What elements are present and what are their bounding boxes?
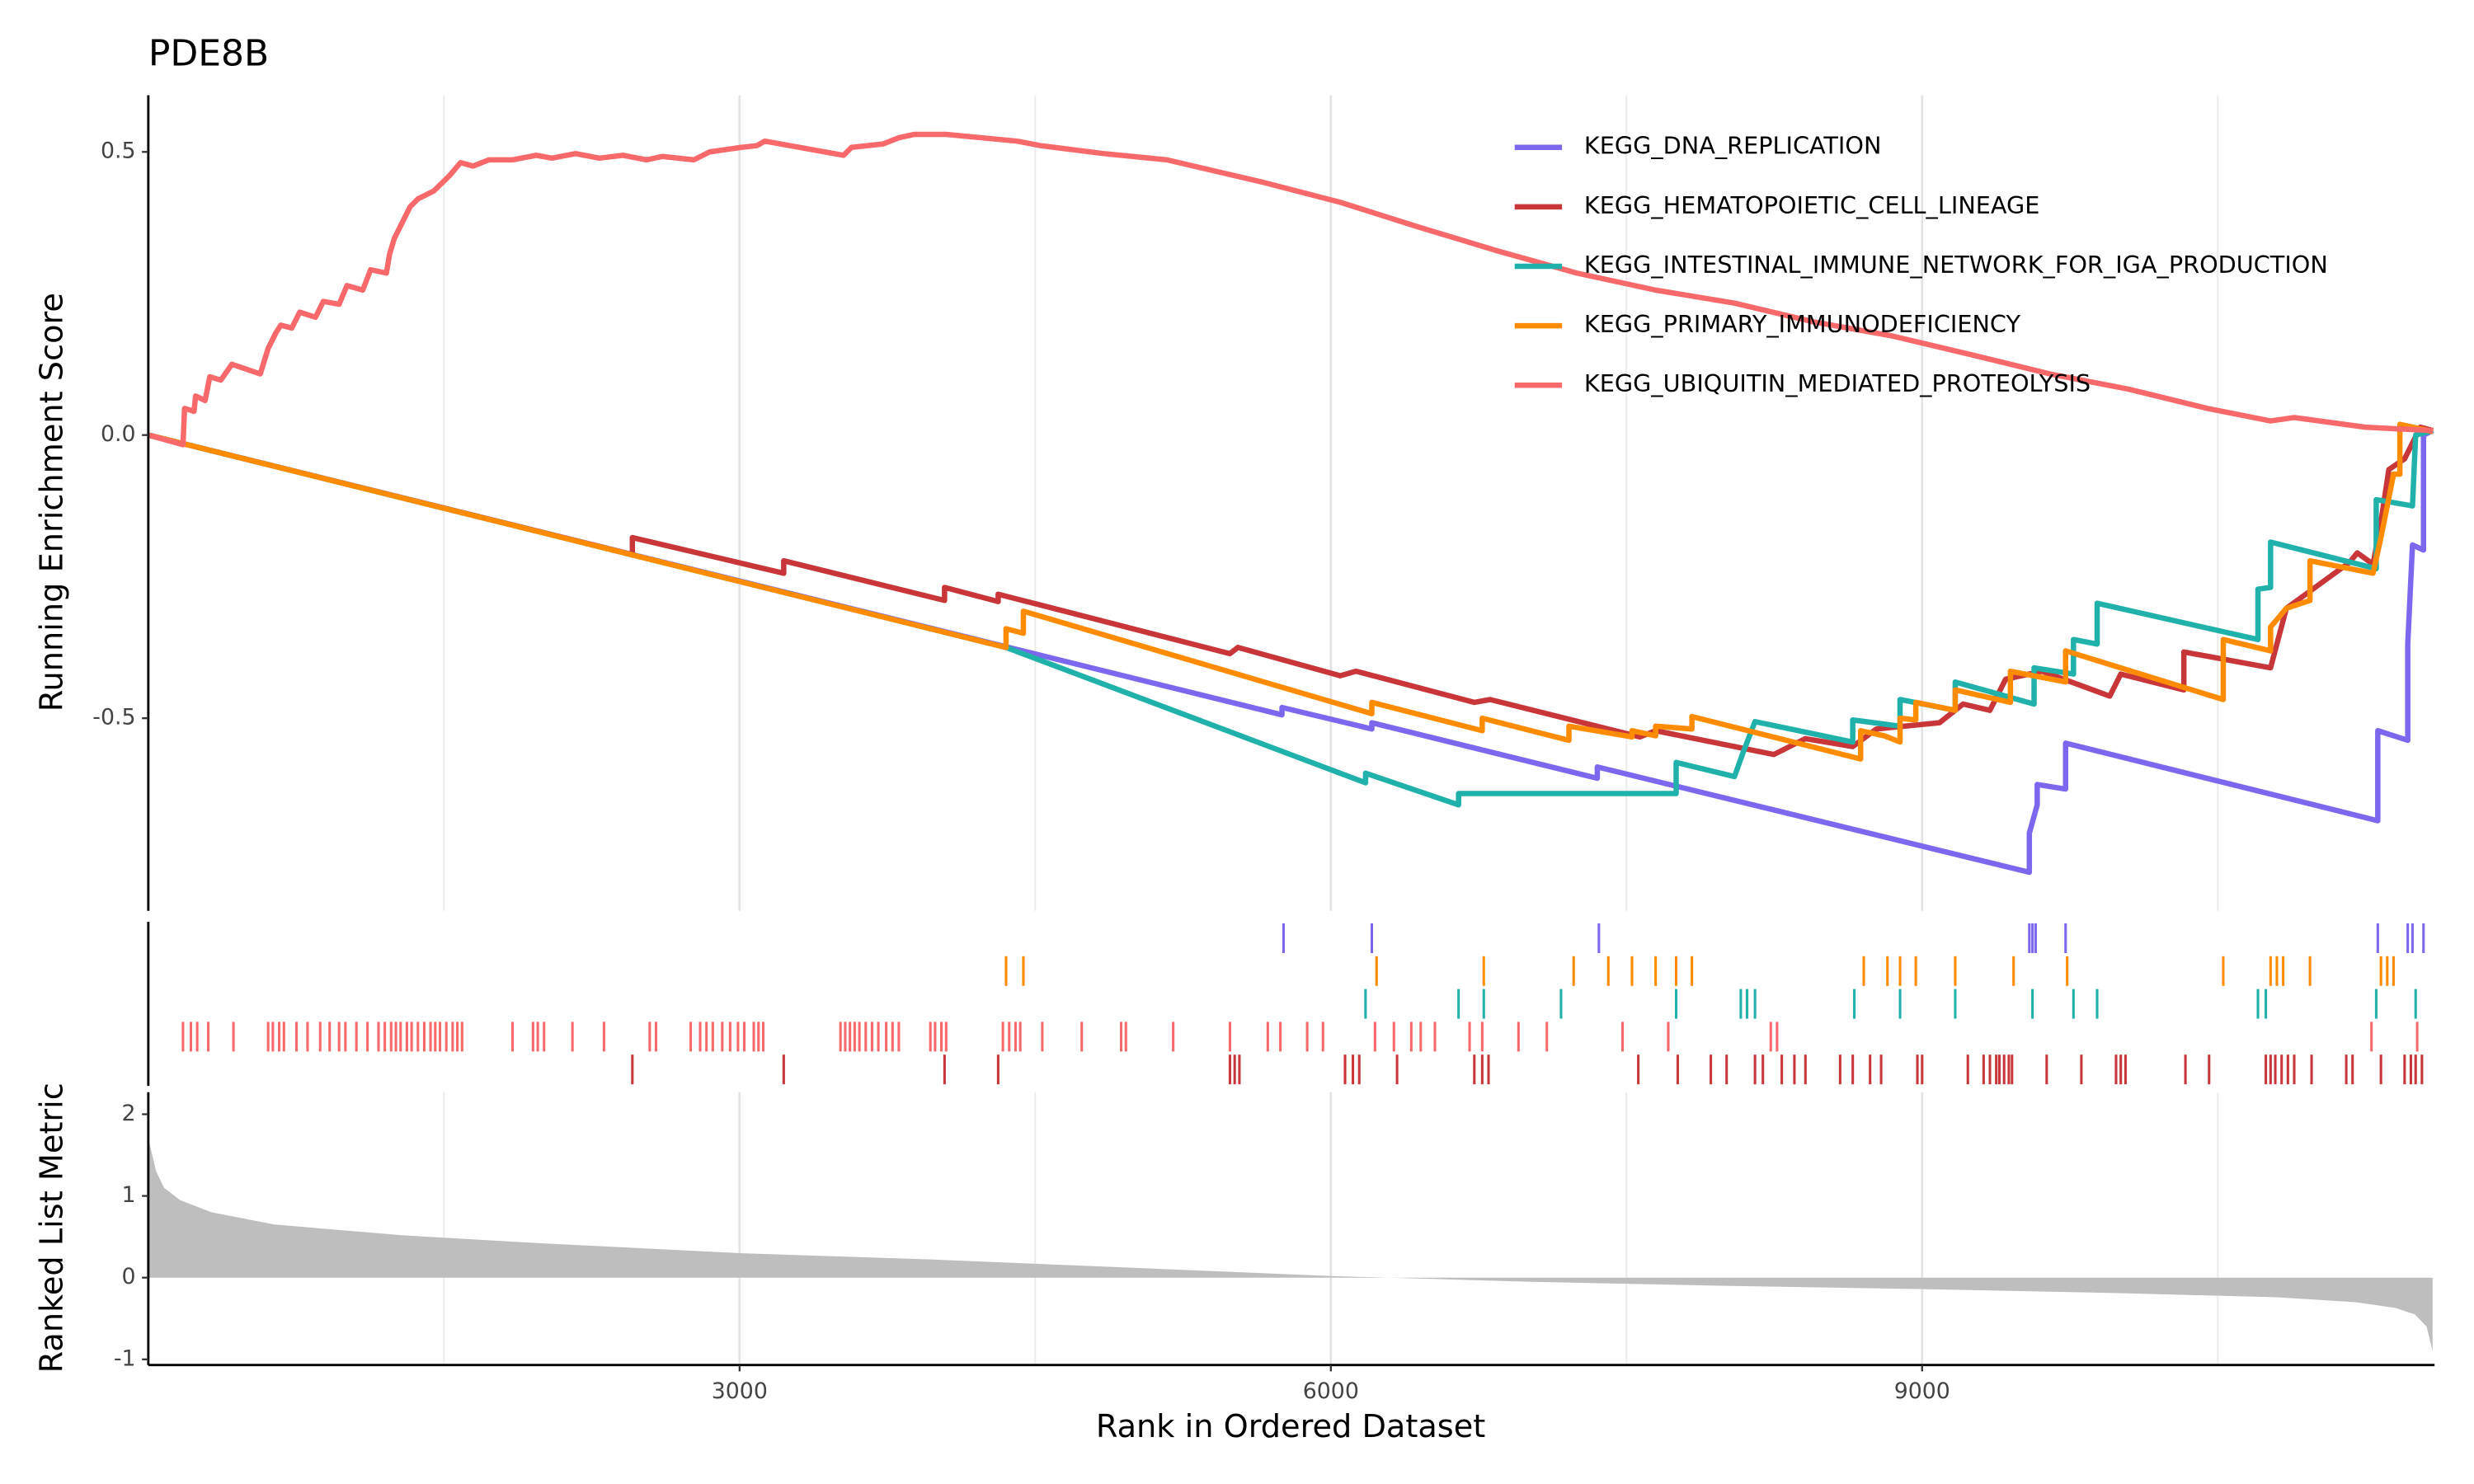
- enrichment-line: [148, 421, 2434, 762]
- x-axis-title: Rank in Ordered Dataset: [1096, 1408, 1485, 1445]
- y-tick-label: -1: [114, 1345, 136, 1371]
- y-tick-label: 1: [122, 1182, 136, 1208]
- legend-label: KEGG_INTESTINAL_IMMUNE_NETWORK_FOR_IGA_P…: [1584, 251, 2328, 279]
- chart-title: PDE8B: [148, 33, 269, 75]
- x-tick-label: 9000: [1894, 1378, 1950, 1404]
- y-tick-label: 2: [122, 1101, 136, 1126]
- legend-label: KEGG_PRIMARY_IMMUNODEFICIENCY: [1584, 310, 2021, 338]
- y-axis-title: Ranked List Metric: [34, 1082, 71, 1373]
- y-axis-title: Running Enrichment Score: [34, 293, 71, 711]
- y-tick-label: 0: [122, 1264, 136, 1289]
- legend-label: KEGG_UBIQUITIN_MEDIATED_PROTEOLYSIS: [1584, 369, 2091, 397]
- enrichment-line: [148, 428, 2434, 876]
- y-tick-label: -0.5: [92, 705, 135, 730]
- y-tick-label: 0.5: [101, 139, 136, 164]
- enrichment-line: [147, 131, 2434, 448]
- legend-label: KEGG_HEMATOPOIETIC_CELL_LINEAGE: [1584, 191, 2039, 219]
- enrichment-line: [148, 424, 2434, 758]
- x-tick-label: 6000: [1303, 1378, 1359, 1404]
- x-tick-label: 3000: [712, 1378, 768, 1404]
- y-tick-label: 0.0: [101, 421, 136, 447]
- legend-label: KEGG_DNA_REPLICATION: [1584, 132, 1882, 160]
